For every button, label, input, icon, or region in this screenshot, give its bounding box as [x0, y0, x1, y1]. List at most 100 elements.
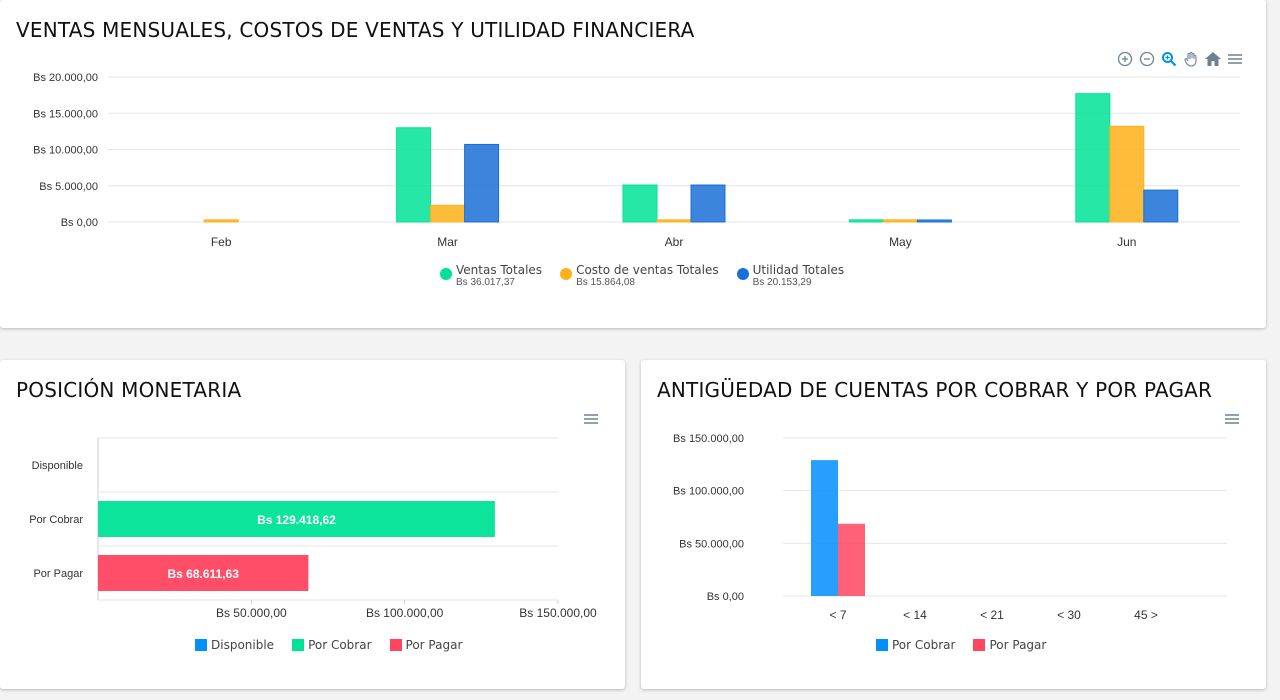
x-tick-label: May	[889, 235, 912, 249]
bar	[622, 184, 658, 223]
legend-item[interactable]: Disponible	[195, 638, 274, 652]
legend-marker	[973, 639, 986, 651]
y-tick-label: Bs 20.000,00	[33, 72, 98, 84]
x-tick-label: Abr	[665, 235, 684, 249]
y-tick-label: Bs 100.000,00	[673, 486, 744, 498]
y-tick-label: Bs 50.000,00	[679, 538, 744, 550]
legend-item[interactable]: Por Pagar	[973, 638, 1046, 652]
legend-text: Por Pagar	[989, 638, 1046, 652]
y-tick-label: Disponible	[32, 460, 83, 472]
position-chart: Bs 50.000,00 Bs 100.000,00 Bs 150.000,00 Di…	[29, 437, 597, 620]
y-tick-label: Bs 5.000,00	[39, 181, 98, 193]
legend-label: Por Cobrar	[892, 638, 956, 652]
position-chart-title: POSICIÓN MONETARIA	[16, 378, 242, 402]
legend-label: Por Cobrar	[308, 638, 372, 652]
y-tick-label: Bs 0,00	[707, 591, 744, 603]
x-tick-label: Mar	[437, 235, 458, 249]
menu-icon[interactable]	[582, 410, 600, 428]
x-tick-label: Bs 50.000,00	[216, 606, 287, 620]
legend-text: Por Cobrar	[308, 638, 371, 652]
legend-label: Disponible	[211, 638, 275, 652]
home-icon[interactable]	[1204, 50, 1222, 68]
y-tick-label: Bs 15.000,00	[33, 108, 98, 120]
bar	[98, 555, 309, 591]
y-tick-label: Por Cobrar	[29, 514, 83, 526]
legend-text: Disponible	[211, 638, 274, 652]
hand-icon[interactable]	[1182, 50, 1200, 68]
bar	[916, 219, 952, 223]
x-tick-label: Feb	[211, 235, 232, 249]
bar	[396, 127, 432, 223]
legend-item[interactable]: Por Cobrar	[876, 638, 955, 652]
aging-chart: Bs 0,00 Bs 50.000,00 Bs 100.000,00 Bs 150.0…	[673, 433, 1227, 622]
bar	[1143, 189, 1179, 223]
legend-item[interactable]: Por Pagar	[389, 638, 463, 652]
legend-item[interactable]: Ventas Totales Bs 36.017,37	[440, 263, 542, 288]
chart-toolbar	[1116, 50, 1244, 68]
bar	[690, 184, 726, 223]
y-tick-label: Bs 0,00	[61, 217, 98, 229]
legend-label: Costo de ventas Totales	[576, 263, 719, 277]
legend-marker	[560, 268, 573, 280]
bar	[203, 219, 239, 223]
legend-marker	[876, 639, 888, 651]
data-label: Bs 129.418,62	[257, 513, 336, 527]
magnifier-icon[interactable]	[1160, 50, 1178, 68]
x-tick-label: < 21	[980, 608, 1004, 622]
x-tick-label: < 30	[1057, 608, 1081, 622]
bar	[1109, 125, 1145, 223]
x-tick-label: 45 >	[1134, 608, 1158, 622]
legend-label: Por Pagar	[989, 638, 1047, 652]
legend-label: Por Pagar	[405, 638, 463, 652]
legend-text: Por Cobrar	[892, 638, 955, 652]
sales-legend: Ventas Totales Bs 36.017,37 Costo de venta…	[440, 263, 844, 288]
sales-card: VENTAS MENSUALES, COSTOS DE VENTAS Y UTI…	[0, 0, 1266, 328]
legend-marker	[736, 268, 749, 280]
x-tick-label: Bs 100.000,00	[366, 606, 444, 620]
data-label: Bs 68.611,63	[168, 567, 240, 581]
legend-text: Ventas Totales Bs 36.017,37	[456, 263, 542, 288]
bar	[430, 204, 466, 223]
sales-chart: Bs 0,00 Bs 5.000,00 Bs 10.000,00 Bs 15.000,…	[33, 72, 1240, 249]
bar	[811, 460, 838, 596]
y-tick-label: Bs 10.000,00	[33, 145, 98, 157]
legend-label: Utilidad Totales	[752, 263, 845, 277]
aging-legend: Por Cobrar Por Pagar	[876, 638, 1046, 652]
zoom-in-icon[interactable]	[1116, 50, 1134, 68]
position-card: POSICIÓN MONETARIA Bs 50.000,00 Bs 100.00…	[0, 360, 625, 689]
legend-total: Bs 15.864,08	[576, 277, 635, 288]
menu-icon[interactable]	[1223, 410, 1241, 428]
legend-marker	[195, 639, 207, 651]
legend-total: Bs 20.153,29	[752, 277, 812, 288]
aging-card: ANTIGÜEDAD DE CUENTAS POR COBRAR Y POR P…	[641, 360, 1266, 689]
legend-total: Bs 36.017,37	[456, 277, 515, 288]
bar	[464, 143, 500, 223]
legend-item[interactable]: Por Cobrar	[292, 638, 372, 652]
legend-marker	[292, 639, 305, 651]
legend-item[interactable]: Costo de ventas Totales Bs 15.864,08	[560, 263, 719, 288]
aging-chart-title: ANTIGÜEDAD DE CUENTAS POR COBRAR Y POR P…	[657, 378, 1213, 402]
bar	[838, 523, 865, 596]
menu-icon[interactable]	[1226, 50, 1244, 68]
legend-text: Por Pagar	[406, 638, 463, 652]
legend-item[interactable]: Utilidad Totales Bs 20.153,29	[736, 263, 845, 288]
sales-chart-title: VENTAS MENSUALES, COSTOS DE VENTAS Y UTI…	[16, 18, 695, 42]
x-tick-label: Bs 150.000,00	[519, 606, 597, 620]
y-tick-label: Por Pagar	[33, 568, 83, 580]
x-tick-label: < 7	[829, 608, 846, 622]
bar	[656, 219, 692, 223]
x-tick-label: Jun	[1117, 235, 1136, 249]
bar	[882, 219, 918, 223]
bar	[98, 501, 495, 537]
legend-marker	[389, 639, 402, 651]
position-legend: Disponible Por Cobrar Por Pagar	[195, 638, 462, 652]
x-tick-label: < 14	[903, 608, 927, 622]
legend-label: Ventas Totales	[456, 263, 543, 277]
y-tick-label: Bs 150.000,00	[673, 433, 744, 445]
bar	[1075, 93, 1111, 223]
bar	[848, 219, 884, 223]
legend-marker	[440, 268, 452, 280]
zoom-out-icon[interactable]	[1138, 50, 1156, 68]
legend-text: Costo de ventas Totales Bs 15.864,08	[576, 263, 719, 288]
legend-text: Utilidad Totales Bs 20.153,29	[753, 263, 845, 288]
